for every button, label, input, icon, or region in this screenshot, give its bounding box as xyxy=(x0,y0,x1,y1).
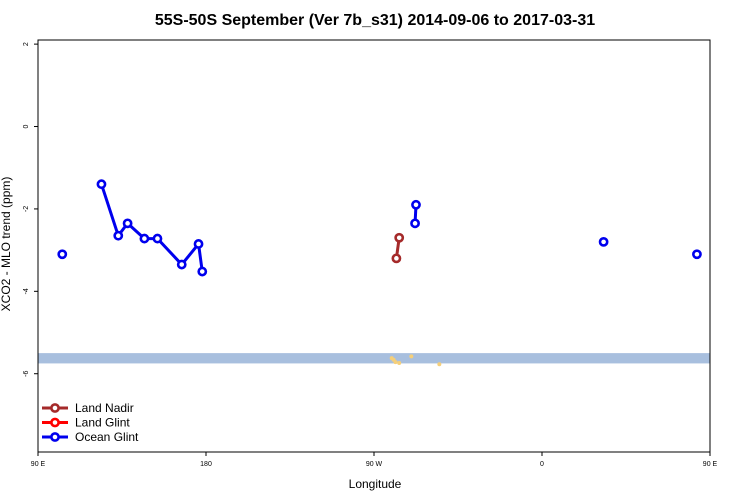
ocean-glint-point xyxy=(113,230,124,241)
land-mark xyxy=(409,354,414,359)
y-axis-label: XCO2 - MLO trend (ppm) xyxy=(0,177,13,312)
ocean-glint-point xyxy=(57,249,68,260)
ocean-glint-point xyxy=(122,218,133,229)
ocean-glint-point xyxy=(733,181,740,188)
ocean-glint-point xyxy=(176,259,187,270)
x-tick-label: 90 E xyxy=(31,461,46,468)
legend-item-ocean-glint: Ocean Glint xyxy=(42,430,139,444)
y-tick-label: 2 xyxy=(23,42,30,46)
legend-label: Ocean Glint xyxy=(75,430,139,444)
land-nadir-point xyxy=(394,232,405,243)
ocean-band xyxy=(38,353,710,364)
y-tick-label: 0 xyxy=(23,124,30,128)
ocean-glint-point xyxy=(193,239,204,249)
legend-marker xyxy=(50,403,60,413)
ocean-glint-point xyxy=(152,233,163,244)
x-axis-label: Longitude xyxy=(349,477,402,491)
legend-marker xyxy=(50,432,60,442)
legend-label: Land Glint xyxy=(75,416,130,430)
x-tick-label: 180 xyxy=(200,461,212,468)
land-mark xyxy=(397,361,402,366)
x-tick-label: 0 xyxy=(540,461,544,468)
plot-frame xyxy=(37,39,711,453)
x-tick-label: 90 E xyxy=(703,461,718,468)
legend-label: Land Nadir xyxy=(75,401,134,415)
ocean-glint-line xyxy=(100,183,204,272)
legend-item-land-glint: Land Glint xyxy=(42,416,130,430)
x-tick-label: 90 W xyxy=(366,461,383,468)
axes: 90 E 180 90 W 0 90 E 2 0 -2 -4 -6 xyxy=(23,39,718,468)
ocean-glint-point xyxy=(598,236,609,247)
ocean-glint-line xyxy=(736,184,750,271)
y-tick-label: -4 xyxy=(23,288,30,294)
land-mark xyxy=(393,360,398,365)
legend-marker xyxy=(50,417,60,428)
chart-title: 55S-50S September (Ver 7b_s31) 2014-09-0… xyxy=(155,12,595,29)
land-mark xyxy=(437,362,442,367)
ocean-glint-point xyxy=(411,199,421,210)
y-tick-label: -2 xyxy=(23,206,30,212)
ocean-glint-point xyxy=(197,266,208,277)
ocean-glint-point xyxy=(139,233,150,244)
land-nadir-point xyxy=(391,253,402,264)
ocean-glint-point xyxy=(96,179,107,190)
legend-item-land-nadir: Land Nadir xyxy=(42,401,134,415)
ocean-glint-point xyxy=(410,218,420,229)
y-tick-label: -6 xyxy=(23,371,30,377)
ocean-glint-point xyxy=(692,249,702,260)
plot-area xyxy=(38,179,750,367)
